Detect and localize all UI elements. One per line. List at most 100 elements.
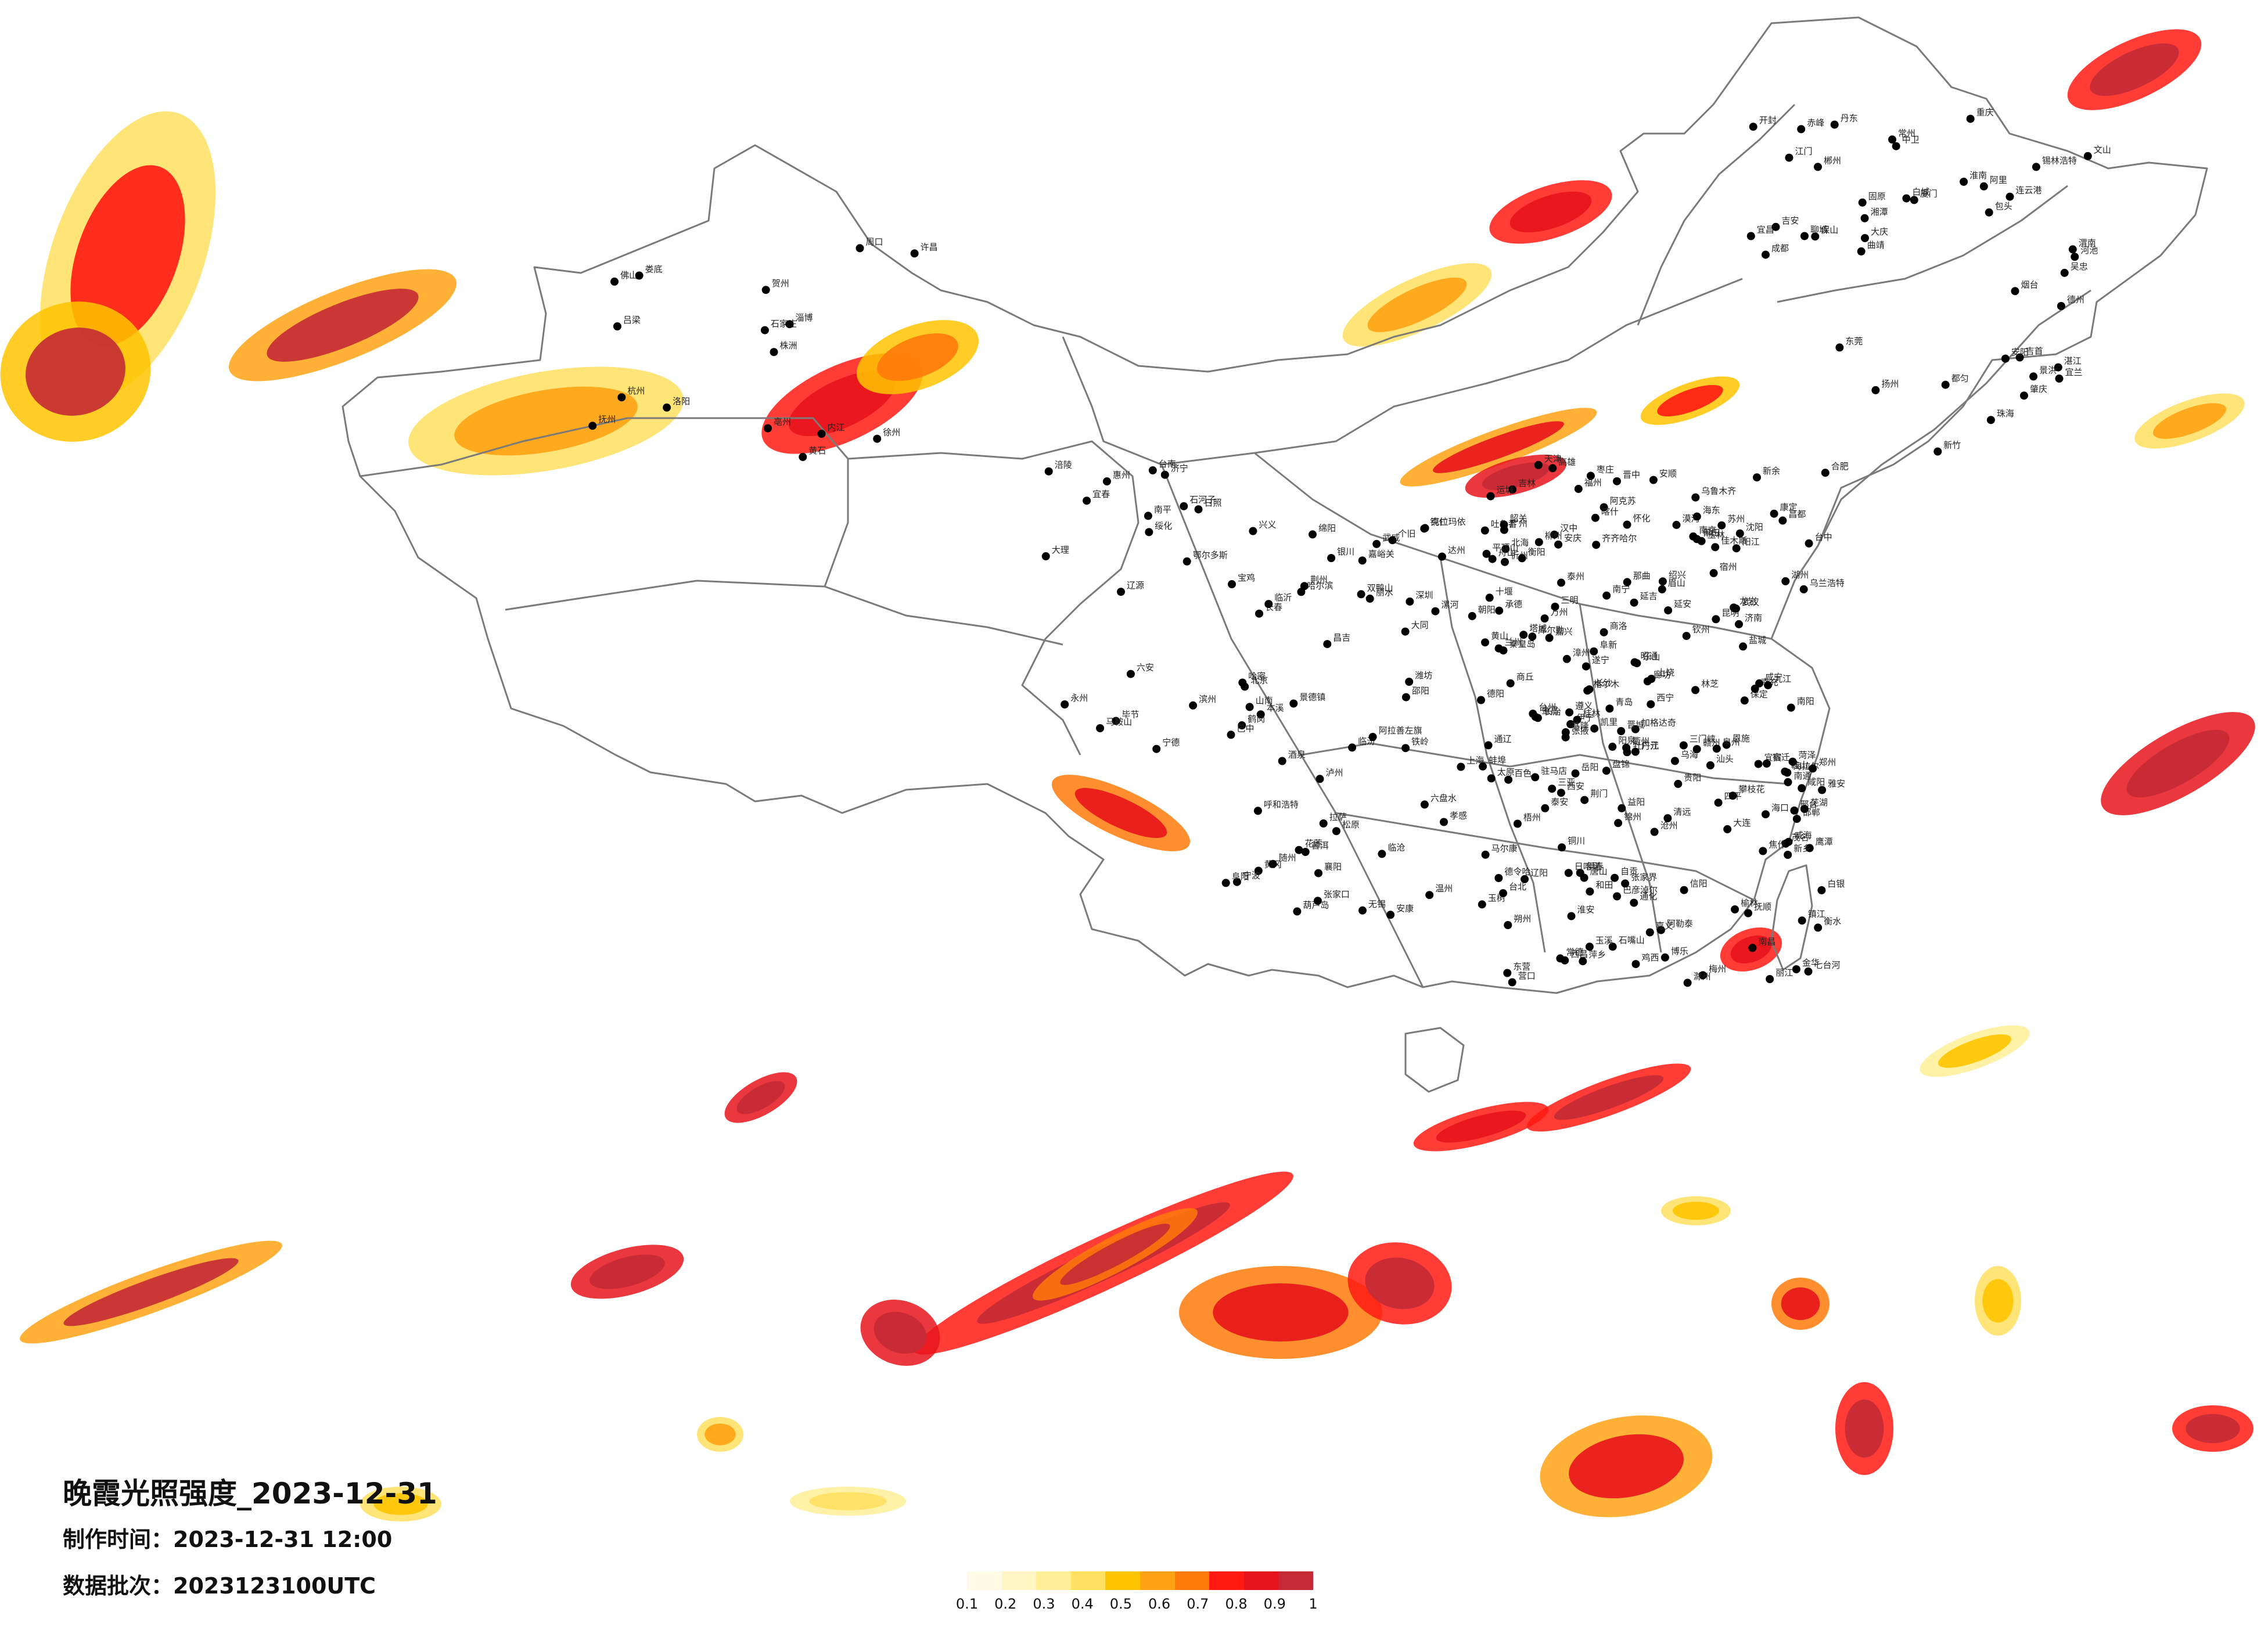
city-label: 中卫 — [1902, 135, 1920, 145]
city-dot — [760, 326, 769, 334]
legend-tick: 0.4 — [1071, 1596, 1094, 1612]
city-label: 扬州 — [1881, 379, 1899, 389]
city-dot — [1631, 725, 1640, 733]
city-dot — [1327, 554, 1336, 562]
city-label: 泉州 — [1723, 737, 1740, 747]
city-dot — [1096, 724, 1105, 732]
city-label: 包头 — [1995, 201, 2012, 211]
city-dot — [1494, 874, 1503, 882]
city-dot — [1365, 594, 1374, 603]
city-dot — [1534, 461, 1543, 469]
city-dot — [1717, 521, 1726, 530]
city-dot — [1314, 869, 1322, 877]
city-dot — [1730, 603, 1738, 612]
city-label: 北海 — [1511, 537, 1529, 548]
city-label: 开封 — [1759, 115, 1777, 125]
city-label: 盐城 — [1749, 635, 1766, 645]
city-dot — [1800, 232, 1809, 240]
city-dot — [1518, 554, 1526, 563]
glow-patch — [1540, 1415, 1713, 1517]
city-dot — [1194, 505, 1203, 514]
legend-swatch — [1243, 1571, 1279, 1590]
city-label: 岳阳 — [1582, 762, 1599, 772]
city-dot — [1656, 926, 1665, 934]
city-label: 朝阳 — [1478, 605, 1496, 615]
city-dot — [1740, 696, 1749, 705]
city-label: 秦皇岛 — [1509, 639, 1536, 649]
city-dot — [799, 452, 807, 461]
city-dot — [1679, 741, 1688, 750]
city-label: 南京 — [1699, 525, 1716, 535]
city-dot — [1753, 473, 1761, 482]
city-label: 锦州 — [1624, 811, 1641, 822]
city-dot — [1440, 818, 1448, 826]
city-dot — [1986, 416, 1995, 425]
city-dot — [1614, 819, 1623, 828]
city-dot — [817, 430, 826, 438]
city-dot — [1586, 472, 1595, 480]
city-label: 抚顺 — [1754, 902, 1771, 912]
city-dot — [1818, 786, 1827, 794]
city-label: 泰州 — [1567, 571, 1584, 581]
city-dot — [1482, 549, 1491, 558]
city-dot — [1784, 778, 1792, 786]
city-dot — [1788, 757, 1797, 766]
city-dot — [1892, 142, 1900, 150]
city-dot — [1431, 607, 1440, 616]
city-dot — [1558, 843, 1566, 852]
city-label: 景德镇 — [1299, 692, 1325, 703]
city-dot — [1126, 670, 1135, 678]
city-dot — [1811, 232, 1820, 241]
city-dot — [1799, 585, 1808, 593]
glow-patch — [570, 1244, 684, 1299]
city-label: 广州 — [1510, 519, 1527, 529]
city-dot — [1368, 733, 1377, 741]
city-dot — [1425, 891, 1434, 900]
city-label: 淮南 — [1969, 170, 1987, 181]
city-label: 莆田 — [1703, 527, 1720, 538]
city-dot — [1567, 912, 1576, 920]
city-label: 湘潭 — [1871, 207, 1888, 217]
city-dot — [1689, 532, 1698, 541]
city-dot — [1960, 178, 1968, 186]
city-label: 驻马店 — [1541, 765, 1567, 776]
city-dot — [1041, 552, 1050, 560]
city-label: 格尔木 — [1593, 679, 1619, 689]
city-dot — [1722, 740, 1731, 749]
city-label: 遵义 — [1575, 701, 1593, 711]
city-label: 三亚 — [1558, 777, 1575, 787]
city-dot — [2057, 302, 2065, 310]
city-label: 眉山 — [1668, 578, 1685, 588]
city-label: 常州 — [1898, 128, 1915, 138]
city-label: 马尔康 — [1491, 843, 1518, 854]
city-dot — [1401, 627, 1410, 636]
city-label: 山南 — [1256, 695, 1273, 706]
city-dot — [1709, 569, 1718, 577]
city-dot — [1586, 887, 1594, 896]
city-dot — [785, 320, 794, 329]
city-label: 朔州 — [1514, 913, 1531, 924]
city-dot — [1478, 900, 1486, 909]
city-label: 上海 — [1467, 756, 1484, 766]
city-dot — [1319, 819, 1328, 828]
city-dot — [1500, 520, 1508, 529]
city-label: 林芝 — [1701, 678, 1719, 689]
city-dot — [1647, 700, 1655, 708]
city-dot — [1182, 557, 1191, 566]
city-dot — [1238, 678, 1247, 687]
city-label: 盘锦 — [1612, 759, 1630, 769]
city-dot — [1480, 526, 1489, 535]
city-dot — [1300, 582, 1309, 591]
city-label: 抚州 — [598, 414, 616, 425]
legend-tick-labels: 0.1 0.2 0.3 0.4 0.5 0.6 0.7 0.8 0.9 1 — [956, 1596, 1318, 1616]
city-dot — [1590, 647, 1598, 656]
city-label: 伊春 — [1586, 861, 1604, 872]
city-label: 铁岭 — [1411, 736, 1429, 747]
city-label: 自贡 — [1620, 866, 1638, 877]
city-label: 海口 — [1771, 803, 1789, 813]
city-label: 七台河 — [1814, 960, 1841, 970]
city-dot — [1160, 470, 1169, 479]
city-label: 百色 — [1514, 768, 1532, 779]
city-label: 东莞 — [1845, 336, 1863, 346]
city-dot — [1295, 846, 1303, 854]
